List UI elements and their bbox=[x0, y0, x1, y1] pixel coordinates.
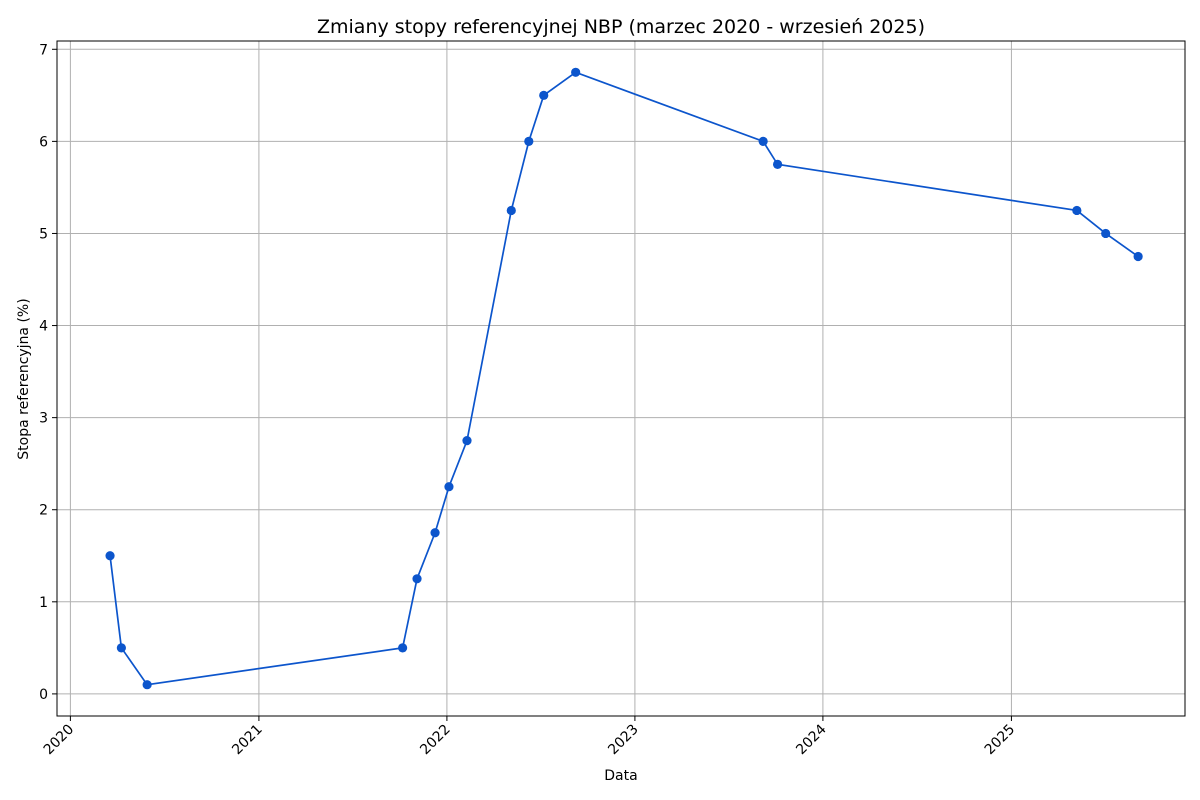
data-point bbox=[1101, 228, 1111, 239]
y-tick-label: 7 bbox=[39, 42, 48, 58]
data-point bbox=[1133, 251, 1143, 262]
data-point bbox=[398, 643, 408, 653]
x-tick-label: 2022 bbox=[417, 722, 454, 759]
data-point bbox=[506, 205, 516, 216]
series bbox=[105, 67, 1143, 690]
data-point bbox=[142, 680, 152, 690]
data-point bbox=[462, 436, 472, 446]
data-point bbox=[105, 551, 115, 561]
data-point bbox=[524, 136, 534, 146]
y-tick-label: 4 bbox=[39, 319, 48, 335]
y-tick-label: 3 bbox=[39, 411, 48, 427]
y-tick-label: 2 bbox=[39, 503, 48, 519]
series-line bbox=[109, 71, 1139, 686]
x-tick-label: 2020 bbox=[41, 722, 78, 759]
data-point bbox=[758, 136, 768, 146]
data-point bbox=[772, 159, 783, 169]
y-tick-label: 5 bbox=[39, 226, 48, 242]
data-point bbox=[539, 90, 549, 100]
x-tick-label: 2023 bbox=[605, 722, 642, 759]
y-tick-label: 1 bbox=[39, 595, 48, 611]
data-point bbox=[571, 67, 581, 77]
y-tick-label: 0 bbox=[39, 687, 48, 703]
data-point bbox=[116, 643, 126, 653]
y-tick-label: 6 bbox=[39, 134, 48, 150]
grid bbox=[57, 41, 1185, 716]
y-axis-label: Stopa referencyjna (%) bbox=[16, 298, 32, 459]
data-point bbox=[430, 528, 440, 538]
data-point bbox=[444, 482, 454, 492]
chart-title: Zmiany stopy referencyjnej NBP (marzec 2… bbox=[317, 16, 925, 38]
x-tick-label: 2025 bbox=[982, 722, 1019, 759]
data-point bbox=[412, 574, 422, 584]
x-axis-label: Data bbox=[604, 768, 637, 784]
x-tick-label: 2024 bbox=[793, 721, 830, 758]
data-point bbox=[1072, 205, 1082, 216]
axis-ticks: 0 1 2 3 4 5 6 7 2020 2021 2022 2023 2024 2025 bbox=[39, 42, 1018, 758]
x-tick-label: 2021 bbox=[229, 722, 266, 759]
plot-area bbox=[56, 40, 1186, 717]
